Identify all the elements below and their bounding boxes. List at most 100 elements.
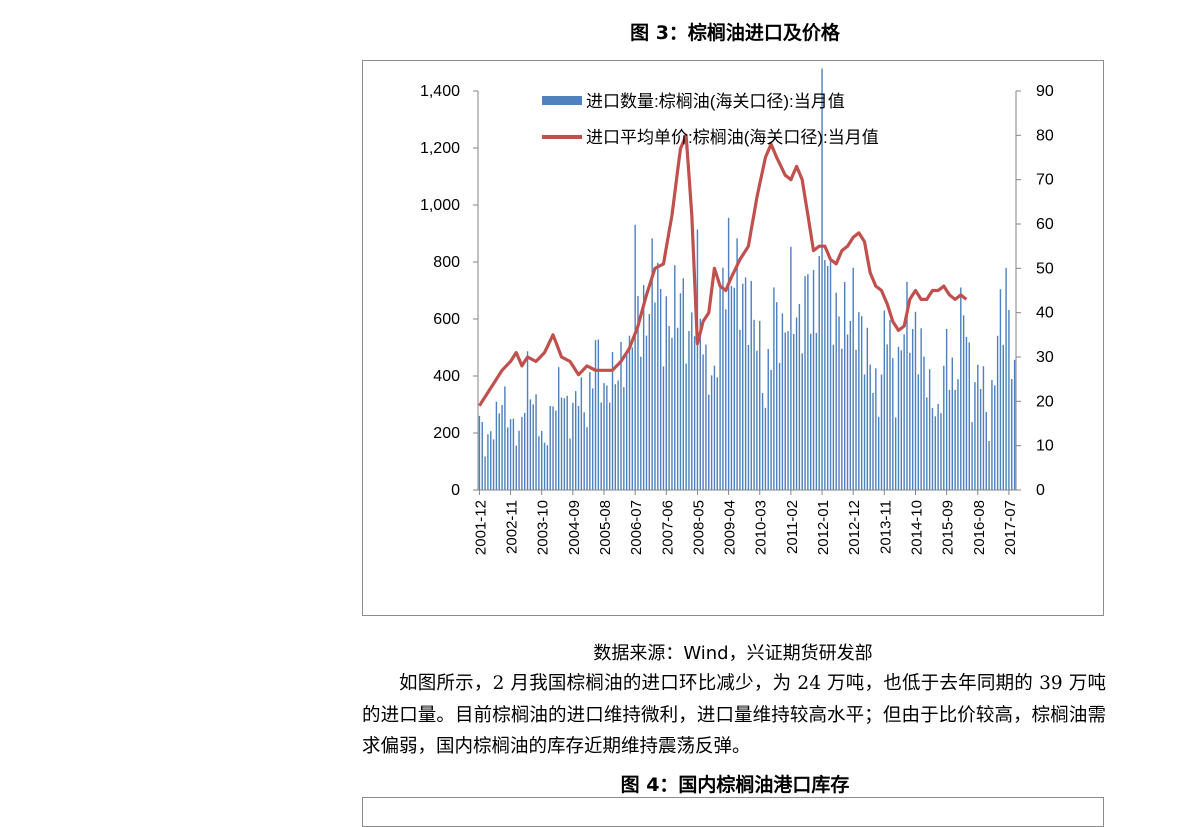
- bar: [603, 383, 605, 490]
- bar: [744, 277, 747, 490]
- bar: [532, 404, 534, 490]
- bar: [954, 389, 956, 490]
- axes-group: 0 200 400 600 800 1,000 1,200 1,400 0 10 20 30 40 50 6…: [420, 83, 1054, 555]
- bar: [934, 416, 937, 490]
- x-tick-label: 2011-02: [784, 500, 801, 554]
- bar: [631, 347, 634, 490]
- bar: [651, 238, 653, 490]
- bar: [835, 292, 837, 490]
- bar: [518, 430, 520, 490]
- bar: [962, 315, 965, 490]
- bar: [1008, 309, 1010, 490]
- x-tick-label: 2012-12: [846, 500, 863, 555]
- bar: [982, 366, 985, 490]
- bar: [781, 313, 784, 490]
- bar: [557, 367, 560, 490]
- bar: [617, 380, 619, 490]
- bar: [679, 293, 682, 490]
- bar: [838, 316, 840, 490]
- bar: [705, 344, 707, 490]
- bar: [832, 344, 835, 490]
- bar: [682, 278, 684, 490]
- bar: [1013, 359, 1016, 490]
- bar: [566, 395, 568, 490]
- bar: [696, 229, 699, 490]
- bar: [620, 341, 622, 490]
- bar: [623, 387, 625, 490]
- bar: [869, 364, 871, 490]
- bar: [750, 280, 752, 490]
- bar: [815, 333, 818, 490]
- bar: [849, 320, 852, 490]
- bar: [926, 397, 928, 490]
- bar: [988, 440, 990, 490]
- bar: [860, 316, 863, 490]
- bar: [937, 403, 939, 490]
- bar: [659, 288, 662, 490]
- bar: [999, 289, 1002, 490]
- bar: [733, 287, 735, 490]
- bar: [759, 320, 761, 490]
- bar: [594, 340, 597, 490]
- bar: [863, 374, 866, 490]
- right-tick-label: 20: [1036, 393, 1054, 410]
- bar: [611, 351, 614, 490]
- bar: [606, 385, 608, 490]
- bar: [971, 422, 973, 490]
- right-tick-label: 80: [1036, 127, 1054, 144]
- x-tick-label: 2007-06: [659, 500, 676, 555]
- bar: [730, 285, 733, 490]
- right-tick-label: 70: [1036, 172, 1054, 189]
- bar: [521, 416, 523, 490]
- bar: [691, 312, 693, 490]
- legend-bar-label: 进口数量:棕榈油(海关口径):当月值: [586, 92, 845, 111]
- bar: [572, 402, 574, 490]
- bar: [818, 255, 820, 490]
- bar: [597, 339, 600, 490]
- x-tick-label: 2004-09: [566, 500, 583, 555]
- left-tick-label: 800: [433, 254, 460, 271]
- bar: [495, 401, 498, 490]
- bar: [767, 349, 769, 490]
- bar: [577, 406, 580, 490]
- x-tick-label: 2005-08: [597, 500, 614, 555]
- bar: [504, 386, 506, 490]
- bar: [509, 419, 512, 490]
- bar: [507, 427, 509, 490]
- chart-frame-2: [362, 797, 1104, 827]
- bar: [674, 265, 676, 490]
- bar: [880, 374, 883, 490]
- bar: [699, 318, 701, 490]
- bar: [589, 372, 591, 490]
- bar: [708, 394, 710, 490]
- bar: [764, 407, 767, 490]
- bar: [855, 349, 857, 490]
- bar: [722, 267, 724, 490]
- bar: [688, 331, 690, 490]
- bar: [889, 320, 891, 490]
- bar: [608, 402, 611, 490]
- bar: [945, 328, 948, 490]
- bar: [614, 384, 617, 490]
- bar: [951, 357, 953, 490]
- bar: [911, 328, 914, 490]
- bar: [761, 393, 764, 490]
- bar: [968, 342, 970, 490]
- bar: [543, 442, 546, 490]
- bar: [784, 332, 786, 490]
- bar: [883, 310, 886, 490]
- left-tick-label: 1,200: [420, 140, 460, 157]
- bar: [662, 366, 665, 490]
- body-paragraph: 如图所示，2 月我国棕榈油的进口环比减少，为 24 万吨，也低于去年同期的 39…: [362, 668, 1106, 763]
- bar: [940, 413, 942, 490]
- x-tick-label: 2016-08: [971, 500, 988, 555]
- bar: [826, 265, 829, 490]
- bar: [600, 402, 602, 490]
- bar: [492, 439, 495, 490]
- line-series-group: [478, 133, 968, 407]
- bar: [965, 336, 968, 490]
- bar: [648, 314, 651, 490]
- bar: [829, 260, 832, 490]
- chart-frame: 0 200 400 600 800 1,000 1,200 1,400 0 10 20 30 40 50 6…: [362, 60, 1104, 616]
